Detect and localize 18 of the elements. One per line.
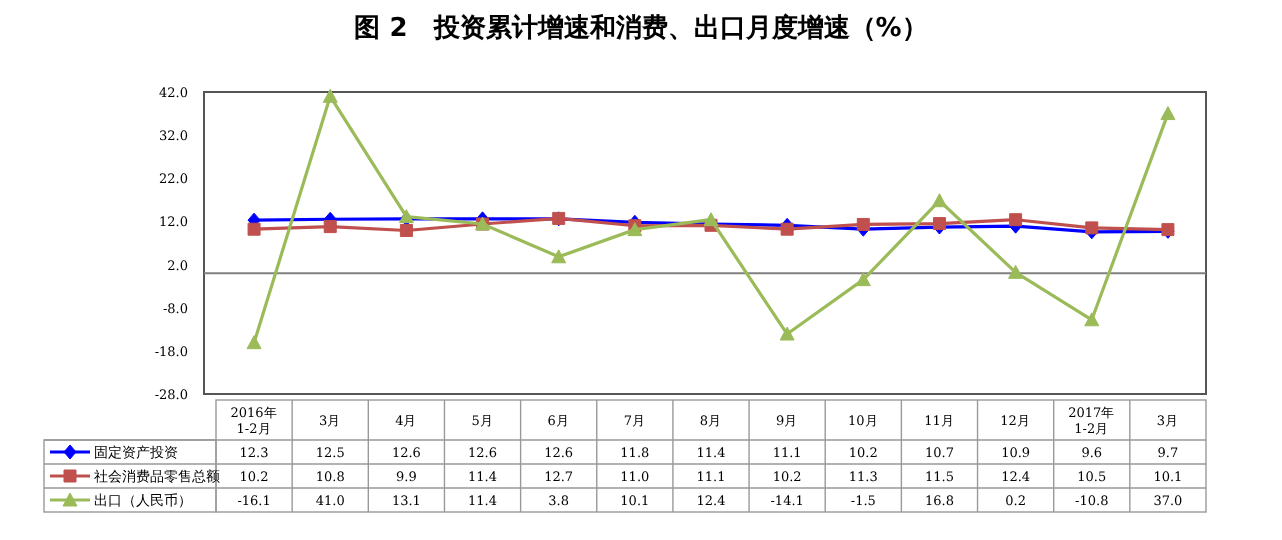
point (1009, 213, 1023, 227)
point (856, 217, 870, 231)
point (1008, 264, 1024, 279)
point (1084, 312, 1100, 327)
point (855, 272, 871, 287)
point (779, 326, 795, 341)
point (780, 222, 794, 236)
point (247, 222, 261, 236)
point (551, 249, 567, 264)
point (323, 220, 337, 234)
point (931, 193, 947, 208)
point (246, 335, 262, 350)
point (703, 212, 719, 227)
point (1085, 221, 1099, 235)
point (322, 88, 338, 103)
point (1160, 106, 1176, 121)
point (399, 223, 413, 237)
chart-title: 图 2 投资累计增速和消费、出口月度增速（%） (354, 12, 928, 44)
